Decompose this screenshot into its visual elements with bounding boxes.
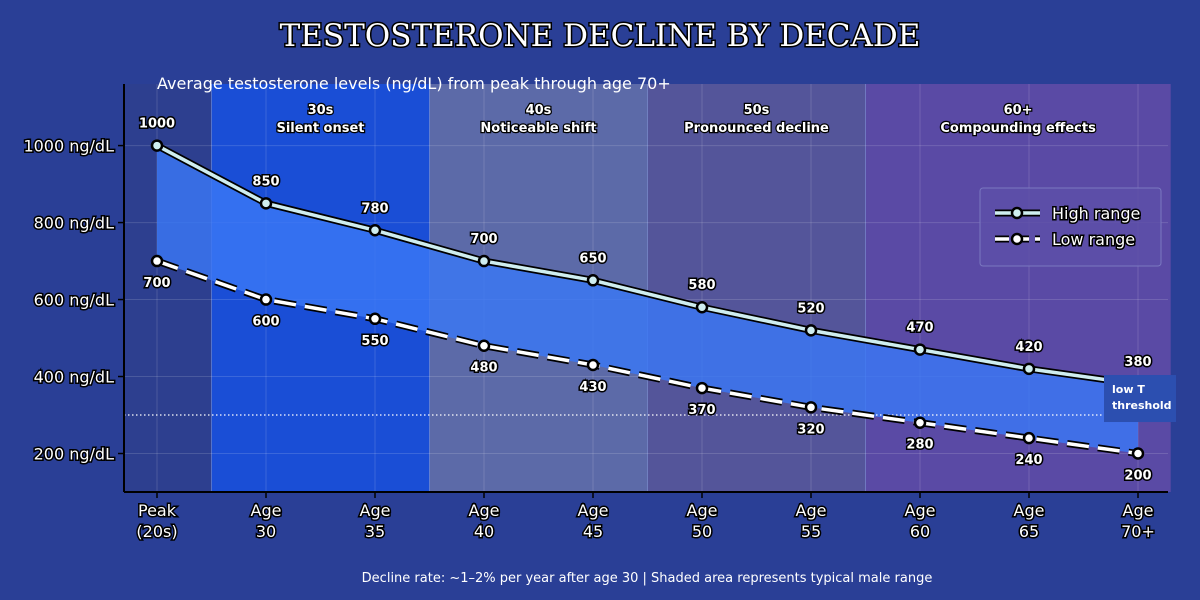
low-t-threshold-label: threshold bbox=[1112, 399, 1172, 412]
low-range-point bbox=[913, 416, 927, 429]
x-tick-label: Age bbox=[1014, 501, 1045, 520]
high-range-value-label: 850 bbox=[252, 174, 279, 189]
low-range-value-label: 280 bbox=[906, 438, 933, 453]
low-range-point bbox=[368, 312, 382, 326]
high-range-value-label: 700 bbox=[470, 232, 497, 247]
legend: High range Low range bbox=[979, 187, 1162, 267]
legend-low-label: Low range bbox=[1052, 230, 1135, 249]
x-tick-label: Age bbox=[360, 501, 391, 520]
high-range-value-label: 1000 bbox=[139, 117, 175, 132]
x-tick-label: 45 bbox=[583, 522, 603, 541]
high-range-value-label: 780 bbox=[361, 201, 388, 216]
x-tick-label: Age bbox=[796, 501, 827, 520]
low-range-point bbox=[1131, 447, 1145, 460]
band-label-decade-3: 60+ bbox=[1004, 103, 1033, 118]
high-range-value-label: 380 bbox=[1124, 355, 1151, 370]
low-range-value-label: 550 bbox=[361, 334, 388, 349]
x-tick-label: 35 bbox=[365, 522, 385, 541]
high-range-value-label: 470 bbox=[906, 321, 933, 336]
y-tick-label: 200 ng/dL bbox=[34, 445, 114, 464]
typical-range-fill bbox=[157, 145, 1138, 454]
low-range-point bbox=[804, 401, 818, 414]
chart-footer: Decline rate: ~1–2% per year after age 3… bbox=[362, 571, 933, 586]
x-tick-label: Age bbox=[905, 501, 936, 520]
band-label-desc-0: Silent onset bbox=[276, 121, 364, 136]
high-range-point bbox=[804, 324, 818, 337]
x-tick-label: Age bbox=[251, 501, 282, 520]
x-tick-label: 70+ bbox=[1121, 522, 1155, 541]
high-range-point bbox=[586, 274, 600, 287]
x-tick-label: Age bbox=[1123, 501, 1154, 520]
high-range-point bbox=[1022, 362, 1036, 376]
low-range-line bbox=[156, 259, 1139, 456]
chart-subtitle: Average testosterone levels (ng/dL) from… bbox=[157, 74, 671, 93]
legend-box bbox=[979, 187, 1162, 267]
low-range-value-label: 700 bbox=[143, 276, 170, 291]
x-tick-label: Age bbox=[469, 501, 500, 520]
low-range-value-label: 430 bbox=[579, 380, 606, 395]
low-range-point bbox=[259, 293, 273, 306]
low-range-point bbox=[695, 381, 709, 395]
low-range-value-label: 320 bbox=[797, 422, 824, 437]
high-range-value-label: 580 bbox=[688, 278, 715, 293]
low-range-value-label: 370 bbox=[688, 403, 715, 418]
high-range-value-label: 650 bbox=[579, 251, 606, 266]
band-label-desc-1: Noticeable shift bbox=[480, 121, 596, 136]
x-tick-label: 60 bbox=[910, 522, 930, 541]
decade-band-2 bbox=[647, 84, 866, 492]
y-tick-label: 400 ng/dL bbox=[34, 368, 114, 387]
x-tick-label: 50 bbox=[692, 522, 712, 541]
x-tick-label: 65 bbox=[1019, 522, 1039, 541]
low-range-point bbox=[586, 358, 600, 372]
legend-high-label: High range bbox=[1052, 204, 1140, 223]
plot-area: 30s Silent onset 40s Noticeable shift 50s Pro… bbox=[22, 84, 1176, 543]
high-range-point bbox=[695, 300, 709, 314]
x-tick-label: Age bbox=[578, 501, 609, 520]
low-range-value-label: 240 bbox=[1015, 453, 1042, 468]
low-range-value-label: 600 bbox=[252, 315, 279, 330]
high-range-line bbox=[156, 144, 1139, 386]
high-range-point bbox=[368, 224, 382, 237]
high-range-value-label: 520 bbox=[797, 301, 824, 316]
y-tick-label: 600 ng/dL bbox=[34, 291, 114, 310]
high-range-point bbox=[477, 254, 491, 268]
chart-title: TESTOSTERONE DECLINE BY DECADE bbox=[280, 18, 921, 54]
band-label-decade-2: 50s bbox=[744, 103, 770, 118]
high-range-point bbox=[913, 343, 927, 356]
band-label-decade-0: 30s bbox=[308, 103, 334, 118]
band-label-desc-3: Compounding effects bbox=[940, 121, 1096, 136]
x-tick-label: 55 bbox=[801, 522, 821, 541]
legend-high-marker bbox=[1010, 206, 1024, 220]
band-label-decade-1: 40s bbox=[526, 103, 552, 118]
high-range-point bbox=[150, 139, 164, 152]
x-tick-label: (20s) bbox=[136, 522, 177, 541]
high-range-value-label: 420 bbox=[1015, 340, 1042, 355]
low-t-threshold-label: low T bbox=[1112, 383, 1145, 396]
low-range-point bbox=[1022, 431, 1036, 445]
x-tick-label: Age bbox=[687, 501, 718, 520]
low-range-value-label: 200 bbox=[1124, 469, 1151, 484]
x-tick-label: 40 bbox=[474, 522, 494, 541]
band-label-desc-2: Pronounced decline bbox=[684, 121, 829, 136]
low-range-value-label: 480 bbox=[470, 361, 497, 376]
x-tick-label: Peak bbox=[138, 501, 177, 520]
x-tick-label: 30 bbox=[256, 522, 276, 541]
low-range-point bbox=[477, 339, 491, 352]
low-t-threshold-box bbox=[1104, 375, 1176, 423]
low-range-point bbox=[150, 254, 164, 268]
y-tick-label: 800 ng/dL bbox=[34, 214, 114, 233]
high-range-point bbox=[259, 197, 273, 210]
legend-low-marker bbox=[1010, 232, 1024, 246]
y-tick-label: 1000 ng/dL bbox=[23, 137, 114, 156]
